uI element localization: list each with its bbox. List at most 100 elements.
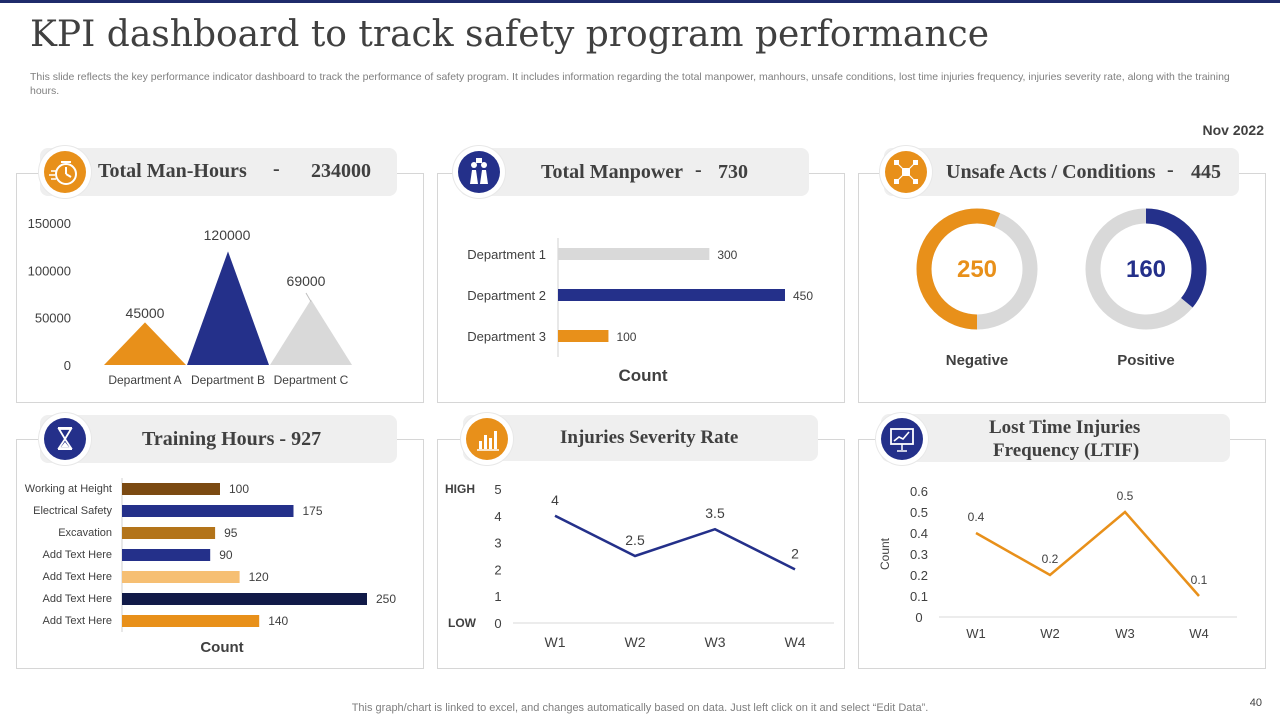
- y-tick-label: Electrical Safety: [33, 505, 112, 517]
- bar-mark: [122, 527, 216, 539]
- unsafe-title: Unsafe Acts / Conditions: [946, 161, 1156, 183]
- bar-mark: [122, 505, 294, 517]
- data-label: 0.2: [1042, 552, 1059, 566]
- legend-label: Positive: [1117, 352, 1175, 369]
- bar-mark: [558, 289, 785, 301]
- unsafe-title-bar: Unsafe Acts / Conditions - 445: [884, 148, 1239, 196]
- report-date: Nov 2022: [1202, 122, 1264, 138]
- presentation-icon: [890, 428, 914, 452]
- data-label: 0.1: [1191, 573, 1208, 587]
- data-label: 140: [268, 614, 288, 628]
- x-axis-title: Count: [618, 366, 667, 385]
- severity-panel: 0 1 2 3 4 5 HIGH LOW 4 W1 2.5 W2 3.5 W3 2 W4: [437, 439, 845, 669]
- man-hours-badge: [39, 146, 91, 198]
- manpower-chart[interactable]: Department 1 300 Department 2 450 Department…: [438, 174, 844, 402]
- y-tick-label: Add Text Here: [42, 571, 112, 583]
- x-tick-label: W2: [1040, 626, 1060, 641]
- x-tick-label: Department C: [274, 373, 349, 387]
- data-label: 90: [219, 548, 233, 562]
- triangle-mark: [187, 251, 269, 365]
- severity-chart[interactable]: 0 1 2 3 4 5 HIGH LOW 4 W1 2.5 W2 3.5 W3 2 W4: [438, 440, 844, 668]
- y-tick-label: 0.1: [910, 589, 928, 604]
- training-title: Training Hours - 927: [142, 428, 322, 450]
- donut-slice: [1085, 208, 1207, 330]
- x-tick-label: W1: [545, 634, 566, 650]
- severity-badge: [461, 413, 513, 465]
- y-tick-label: 100000: [28, 263, 71, 278]
- y-tick-label: 0: [494, 616, 501, 631]
- unsafe-value: 445: [1191, 161, 1221, 183]
- unsafe-dash: -: [1167, 159, 1174, 181]
- data-label: 250: [376, 592, 396, 606]
- data-label: 95: [224, 526, 238, 540]
- y-tick-label: Add Text Here: [42, 593, 112, 605]
- bar-mark: [122, 549, 211, 561]
- bar-mark: [558, 248, 710, 260]
- series-line: [554, 514, 796, 571]
- y-tick-label: 2: [494, 562, 501, 577]
- y-tick-label: Working at Height: [25, 483, 112, 495]
- x-tick-label: W4: [785, 634, 806, 650]
- y-tick-label: Department 1: [467, 247, 546, 262]
- training-panel: Working at Height 100 Electrical Safety 175…: [16, 439, 424, 669]
- data-label: 300: [717, 248, 737, 262]
- ltif-title-line1: Lost Time Injuries: [989, 417, 1141, 438]
- hourglass-icon: [57, 427, 73, 450]
- high-label: HIGH: [445, 482, 475, 496]
- donut-center-label: 250: [957, 256, 997, 283]
- ltif-chart[interactable]: 0 0.1 0.2 0.3 0.4 0.5 0.6 Count 0.4 W1 0.2 W2 0.5 W3 0…: [859, 440, 1265, 668]
- training-chart[interactable]: Working at Height 100 Electrical Safety 175…: [17, 440, 423, 668]
- man-hours-chart[interactable]: 0 50000 100000 150000 Department A Department…: [17, 174, 423, 402]
- y-tick-label: 0.3: [910, 547, 928, 562]
- y-tick-label: 0.6: [910, 484, 928, 499]
- leader-line: [305, 292, 312, 302]
- ltif-title-bar: Lost Time Injuries Frequency (LTIF): [881, 414, 1230, 462]
- unsafe-chart[interactable]: 250 Negative 160 Positive: [859, 174, 1265, 402]
- y-tick-label: Add Text Here: [42, 615, 112, 627]
- y-tick-label: Add Text Here: [42, 549, 112, 561]
- donut-slice: [916, 208, 1038, 330]
- data-label: 2: [791, 545, 799, 561]
- data-label: 0.5: [1117, 489, 1134, 503]
- bar-chart-icon: [477, 431, 499, 451]
- training-badge: [39, 413, 91, 465]
- unsafe-panel: 250 Negative 160 Positive: [858, 173, 1266, 403]
- manpower-title-bar: Total Manpower - 730: [460, 148, 809, 196]
- y-tick-label: 50000: [35, 311, 71, 326]
- x-tick-label: Department A: [108, 373, 181, 387]
- ltif-panel: 0 0.1 0.2 0.3 0.4 0.5 0.6 Count 0.4 W1 0.2 W2 0.5 W3 0…: [858, 439, 1266, 669]
- data-label: 120000: [204, 227, 251, 243]
- workers-icon: [470, 158, 488, 184]
- x-tick-label: W3: [705, 634, 726, 650]
- ltif-badge: [876, 413, 928, 465]
- data-label: 100: [616, 330, 636, 344]
- x-axis-title: Count: [200, 639, 243, 656]
- data-label: 175: [303, 504, 323, 518]
- x-tick-label: W3: [1115, 626, 1135, 641]
- y-tick-label: 5: [494, 482, 501, 497]
- legend-label: Negative: [946, 352, 1009, 369]
- donut-center-label: 160: [1126, 256, 1166, 283]
- y-tick-label: 0.2: [910, 568, 928, 583]
- bar-mark: [122, 593, 367, 605]
- man-hours-title-bar: Total Man-Hours - 234000: [40, 148, 397, 196]
- data-label: 100: [229, 482, 249, 496]
- low-label: LOW: [448, 616, 477, 630]
- x-tick-label: W1: [966, 626, 986, 641]
- ltif-title-line2: Frequency (LTIF): [993, 440, 1140, 461]
- man-hours-dash: -: [273, 158, 280, 180]
- y-tick-label: Department 3: [467, 329, 546, 344]
- data-label: 450: [793, 289, 813, 303]
- man-hours-panel: 0 50000 100000 150000 Department A Department…: [16, 173, 424, 403]
- y-tick-label: 1: [494, 589, 501, 604]
- x-tick-label: W4: [1189, 626, 1209, 641]
- data-label: 120: [249, 570, 269, 584]
- data-label: 69000: [287, 273, 326, 289]
- training-title-bar: Training Hours - 927: [40, 415, 397, 463]
- manpower-value: 730: [718, 161, 748, 183]
- manpower-badge: [453, 146, 505, 198]
- manpower-panel: Department 1 300 Department 2 450 Department…: [437, 173, 845, 403]
- x-tick-label: W2: [625, 634, 646, 650]
- bar-mark: [122, 615, 260, 627]
- x-tick-label: Department B: [191, 373, 265, 387]
